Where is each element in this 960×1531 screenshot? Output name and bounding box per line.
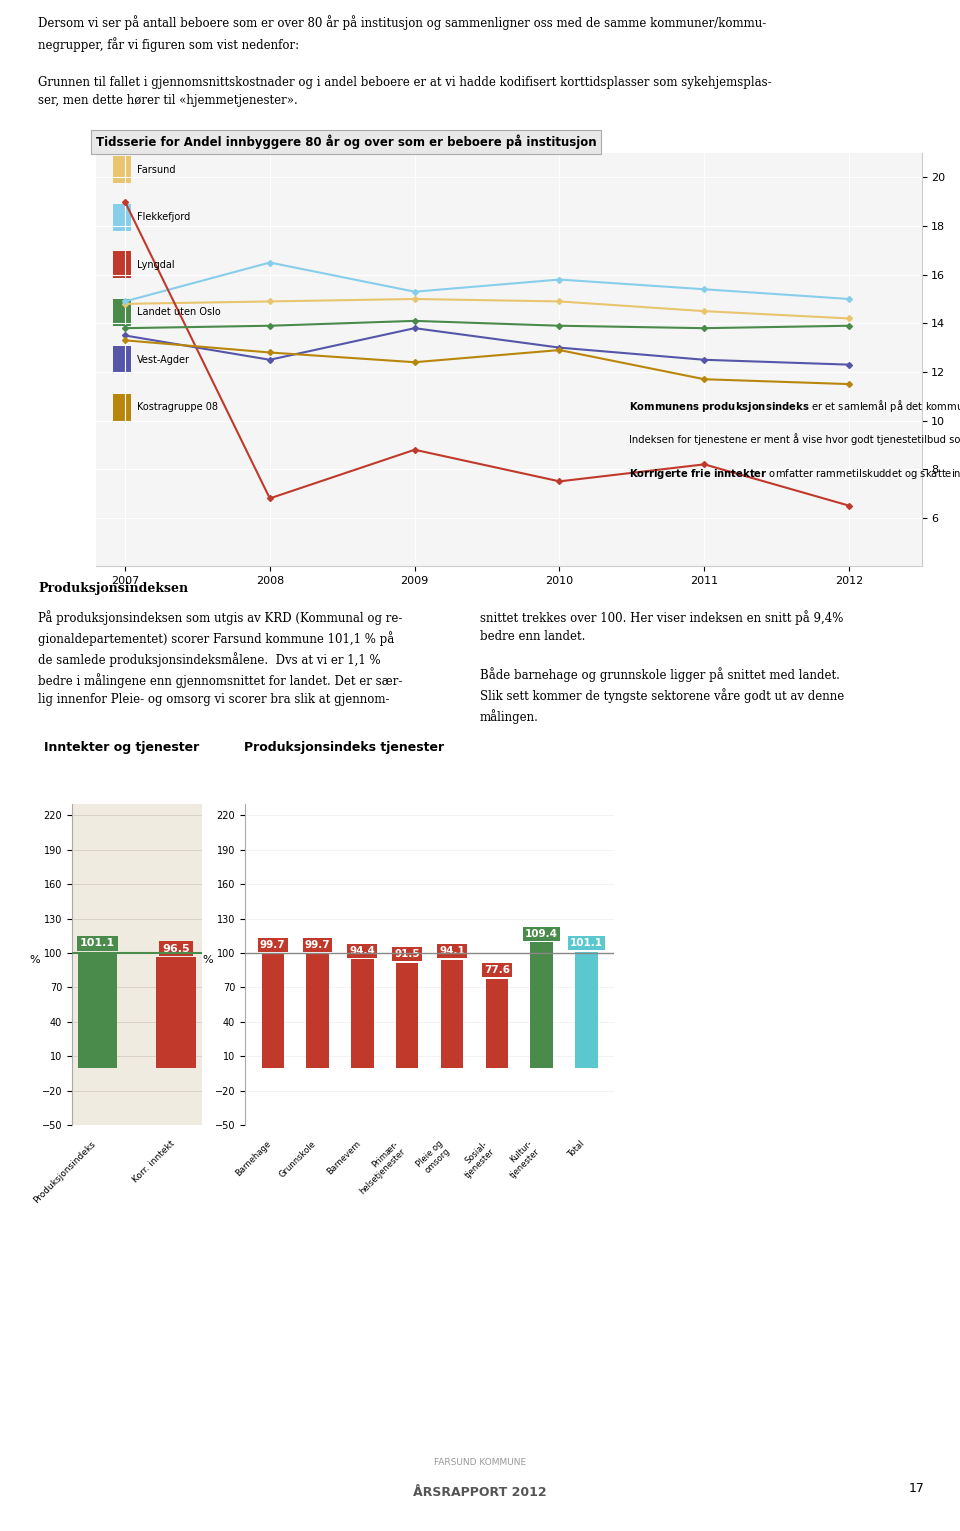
Y-axis label: %: % xyxy=(203,954,213,965)
Text: $\bf{Kommunens\ produksjonsindeks}$ er et samlemål på det kommunale tjenestetilb: $\bf{Kommunens\ produksjonsindeks}$ er e… xyxy=(629,398,960,481)
Text: 77.6: 77.6 xyxy=(484,966,510,975)
Y-axis label: %: % xyxy=(30,954,40,965)
Text: Landet uten Oslo: Landet uten Oslo xyxy=(137,308,221,317)
Bar xyxy=(486,978,508,1069)
Bar xyxy=(396,963,419,1069)
Text: Barnevern: Barnevern xyxy=(324,1139,362,1176)
Text: 101.1: 101.1 xyxy=(570,939,603,948)
Text: Produksjonsindeksen: Produksjonsindeksen xyxy=(38,582,188,594)
Text: Flekkefjord: Flekkefjord xyxy=(137,213,190,222)
Text: ÅRSRAPPORT 2012: ÅRSRAPPORT 2012 xyxy=(413,1487,547,1499)
Text: Total: Total xyxy=(566,1139,587,1159)
Text: snittet trekkes over 100. Her viser indeksen en snitt på 9,4%
bedre enn landet.
: snittet trekkes over 100. Her viser inde… xyxy=(480,611,844,724)
Text: Grunnskole: Grunnskole xyxy=(277,1139,318,1179)
Text: Vest-Agder: Vest-Agder xyxy=(137,355,190,364)
Bar xyxy=(530,942,553,1069)
Text: 99.7: 99.7 xyxy=(304,940,330,949)
Text: 109.4: 109.4 xyxy=(525,929,558,939)
Text: 94.4: 94.4 xyxy=(349,946,375,955)
Bar xyxy=(261,954,284,1069)
Bar xyxy=(351,960,373,1069)
Text: Produksjonsindeks tjenester: Produksjonsindeks tjenester xyxy=(244,741,444,755)
Text: Sosial-
tjenester: Sosial- tjenester xyxy=(456,1139,497,1179)
Text: Inntekter og tjenester: Inntekter og tjenester xyxy=(44,741,200,755)
FancyBboxPatch shape xyxy=(112,156,131,184)
Text: Farsund: Farsund xyxy=(137,165,176,175)
Text: 17: 17 xyxy=(909,1482,924,1496)
Text: Tidsserie for Andel innbyggere 80 år og over som er beboere på institusjon: Tidsserie for Andel innbyggere 80 år og … xyxy=(96,135,596,149)
FancyBboxPatch shape xyxy=(112,346,131,374)
Text: Kostragruppe 08: Kostragruppe 08 xyxy=(137,403,218,412)
Text: Korr. inntekt: Korr. inntekt xyxy=(131,1139,176,1185)
Text: Barnehage: Barnehage xyxy=(234,1139,273,1177)
Bar xyxy=(156,957,196,1069)
Text: 101.1: 101.1 xyxy=(80,939,115,948)
Text: Dersom vi ser på antall beboere som er over 80 år på institusjon og sammenligner: Dersom vi ser på antall beboere som er o… xyxy=(38,15,772,107)
Text: 94.1: 94.1 xyxy=(439,946,465,957)
FancyBboxPatch shape xyxy=(112,299,131,326)
Text: Pleie og
omsorg: Pleie og omsorg xyxy=(415,1139,452,1176)
FancyBboxPatch shape xyxy=(112,393,131,421)
Bar xyxy=(306,954,328,1069)
Bar xyxy=(441,960,463,1069)
Text: FARSUND KOMMUNE: FARSUND KOMMUNE xyxy=(434,1458,526,1467)
Text: Produksjonsindeks: Produksjonsindeks xyxy=(32,1139,98,1205)
Text: Lyngdal: Lyngdal xyxy=(137,260,175,269)
Text: 91.5: 91.5 xyxy=(395,949,420,960)
Text: 99.7: 99.7 xyxy=(260,940,286,949)
FancyBboxPatch shape xyxy=(112,251,131,279)
Text: På produksjonsindeksen som utgis av KRD (Kommunal og re-
gionaldepartementet) sc: På produksjonsindeksen som utgis av KRD … xyxy=(38,611,403,706)
Bar xyxy=(575,952,597,1069)
Bar xyxy=(78,952,117,1069)
FancyBboxPatch shape xyxy=(112,204,131,231)
Text: 96.5: 96.5 xyxy=(162,943,190,954)
Text: Primær-
helsetjenester: Primær- helsetjenester xyxy=(350,1139,407,1196)
Text: Kultur-
tjenester: Kultur- tjenester xyxy=(501,1139,541,1179)
